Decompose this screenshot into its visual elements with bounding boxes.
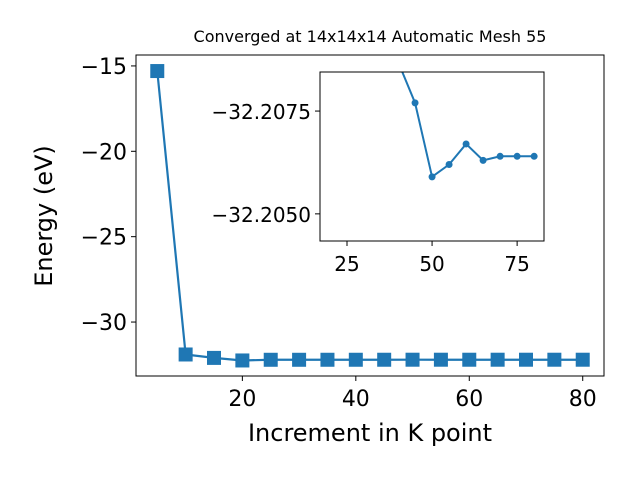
data-marker [348,352,363,367]
data-marker [462,140,470,148]
data-marker [519,352,533,367]
data-marker [530,152,538,160]
data-line [156,70,583,362]
x-axis-label: Increment in K point [248,419,492,447]
data-marker [575,352,590,367]
y-tick-label: −32.2075 [212,100,311,124]
data-marker [479,156,487,164]
data-marker [235,353,250,368]
y-tick-label: −32.2050 [212,203,311,227]
data-marker [490,352,505,367]
y-tick-label: −15 [81,55,127,80]
data-marker [496,152,504,160]
x-tick-label: 50 [419,252,444,276]
data-marker [433,352,448,367]
x-tick-label: 20 [228,387,256,412]
data-marker [462,352,477,367]
data-marker [547,352,562,367]
y-tick-label: −30 [81,311,127,336]
data-marker [207,350,221,365]
chart-title: Converged at 14x14x14 Automatic Mesh 55 [194,27,547,46]
x-tick-label: 40 [342,387,370,412]
plot-content [401,72,538,181]
data-marker [445,161,453,169]
data-marker [377,352,392,367]
x-tick-label: 80 [569,387,597,412]
data-marker [150,64,165,79]
y-tick-label: −20 [81,140,127,165]
y-tick-label: −25 [81,226,127,251]
y-axis-label: Energy (eV) [30,145,58,287]
data-marker [263,352,278,367]
data-marker [178,347,193,362]
data-marker [320,352,335,367]
data-marker [405,352,420,367]
x-tick-label: 25 [334,252,359,276]
data-marker [428,173,436,181]
x-tick-label: 60 [455,387,483,412]
axes-frame [319,71,545,242]
x-tick-label: 75 [504,252,529,276]
data-marker [411,99,419,107]
plot-content [150,64,590,368]
data-marker [513,152,521,160]
data-marker [292,352,307,367]
axes-frame [135,54,605,377]
